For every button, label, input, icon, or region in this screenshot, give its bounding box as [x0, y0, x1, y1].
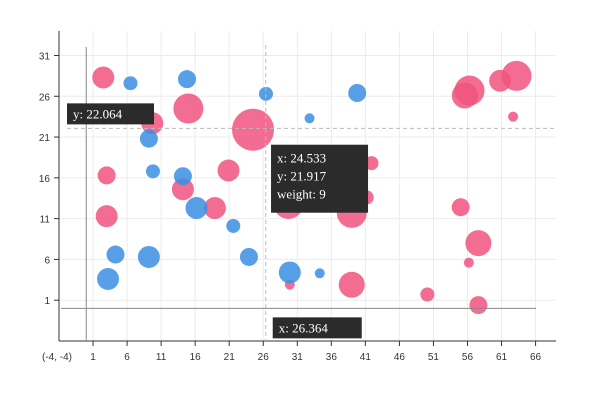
blue-bubble[interactable]: [185, 197, 208, 220]
x-tick-label: 36: [326, 352, 338, 363]
blue-bubble[interactable]: [226, 218, 241, 233]
axis-layer: 1 6 11 16 21 26 31 36 41 46 51 56 61 66161116212631(-…: [39, 31, 556, 363]
x-tick-label: 46: [394, 352, 406, 363]
y-tick-label: 21: [39, 133, 51, 144]
tooltip-x: x: 24.533: [277, 151, 326, 166]
hovered-bubble-ring: [229, 105, 278, 154]
pink-bubble[interactable]: [232, 108, 275, 151]
pink-bubble[interactable]: [338, 271, 365, 298]
pink-bubble[interactable]: [508, 111, 519, 122]
tooltip-y: y: 21.917: [277, 169, 327, 184]
pink-bubble[interactable]: [203, 197, 226, 220]
y-tick-label: 31: [39, 51, 51, 62]
x-tick-label: 21: [224, 352, 236, 363]
blue-bubble[interactable]: [137, 245, 160, 268]
blue-bubble[interactable]: [106, 245, 125, 264]
blue-bubble[interactable]: [139, 129, 158, 148]
y-crosshair-label: y: 22.064: [73, 106, 123, 121]
pink-bubble[interactable]: [217, 159, 240, 182]
blue-bubble[interactable]: [278, 261, 301, 284]
x-crosshair-label: x: 26.364: [279, 320, 329, 335]
x-tick-label: 66: [530, 352, 542, 363]
blue-bubble[interactable]: [177, 70, 196, 89]
x-tick-label: 41: [360, 352, 372, 363]
blue-bubble[interactable]: [173, 167, 192, 186]
blue-bubble[interactable]: [145, 164, 160, 179]
pink-bubble[interactable]: [465, 230, 492, 257]
tooltip-layer: y: 22.064 x: 26.364 x: 24.533 y: 21.917 weig…: [67, 103, 369, 339]
pink-bubble[interactable]: [420, 287, 435, 302]
y-tick-label: 1: [44, 296, 50, 307]
blue-bubble[interactable]: [239, 247, 258, 266]
pink-bubble[interactable]: [469, 296, 488, 315]
crosshair-layer: [61, 45, 556, 341]
tooltip-weight: weight: 9: [277, 187, 326, 202]
blue-bubble[interactable]: [258, 86, 273, 101]
x-tick-label: 51: [428, 352, 440, 363]
blue-bubble[interactable]: [304, 113, 315, 124]
y-tick-label: 11: [40, 215, 51, 226]
pink-bubble[interactable]: [95, 205, 118, 228]
x-tick-label: 1: [90, 352, 96, 363]
y-tick-label: 26: [39, 92, 51, 103]
pink-bubble[interactable]: [463, 257, 474, 268]
blue-bubble[interactable]: [97, 268, 120, 290]
x-tick-label: 16: [190, 352, 202, 363]
pink-bubble[interactable]: [451, 198, 470, 217]
blue-bubble[interactable]: [314, 268, 325, 279]
origin-label: (-4, -4): [42, 352, 72, 363]
pink-bubble[interactable]: [92, 66, 115, 89]
pink-bubble[interactable]: [173, 93, 204, 124]
x-tick-label: 56: [462, 352, 474, 363]
pink-bubble[interactable]: [171, 178, 194, 201]
x-tick-label: 11: [156, 352, 167, 363]
y-crosshair-label-bg: [67, 103, 154, 125]
tooltip-box: [271, 144, 369, 213]
x-crosshair-label-bg: [272, 317, 362, 339]
blue-bubble[interactable]: [348, 84, 367, 102]
y-tick-label: 16: [39, 174, 51, 185]
pink-bubble[interactable]: [501, 60, 532, 91]
x-tick-label: 31: [292, 352, 304, 363]
pink-bubble[interactable]: [454, 75, 485, 106]
blue-bubble[interactable]: [123, 76, 138, 91]
x-tick-label: 6: [124, 352, 130, 363]
y-tick-label: 6: [44, 255, 50, 266]
pink-bubble[interactable]: [97, 166, 116, 185]
x-tick-label: 26: [258, 352, 270, 363]
x-tick-label: 61: [496, 352, 508, 363]
